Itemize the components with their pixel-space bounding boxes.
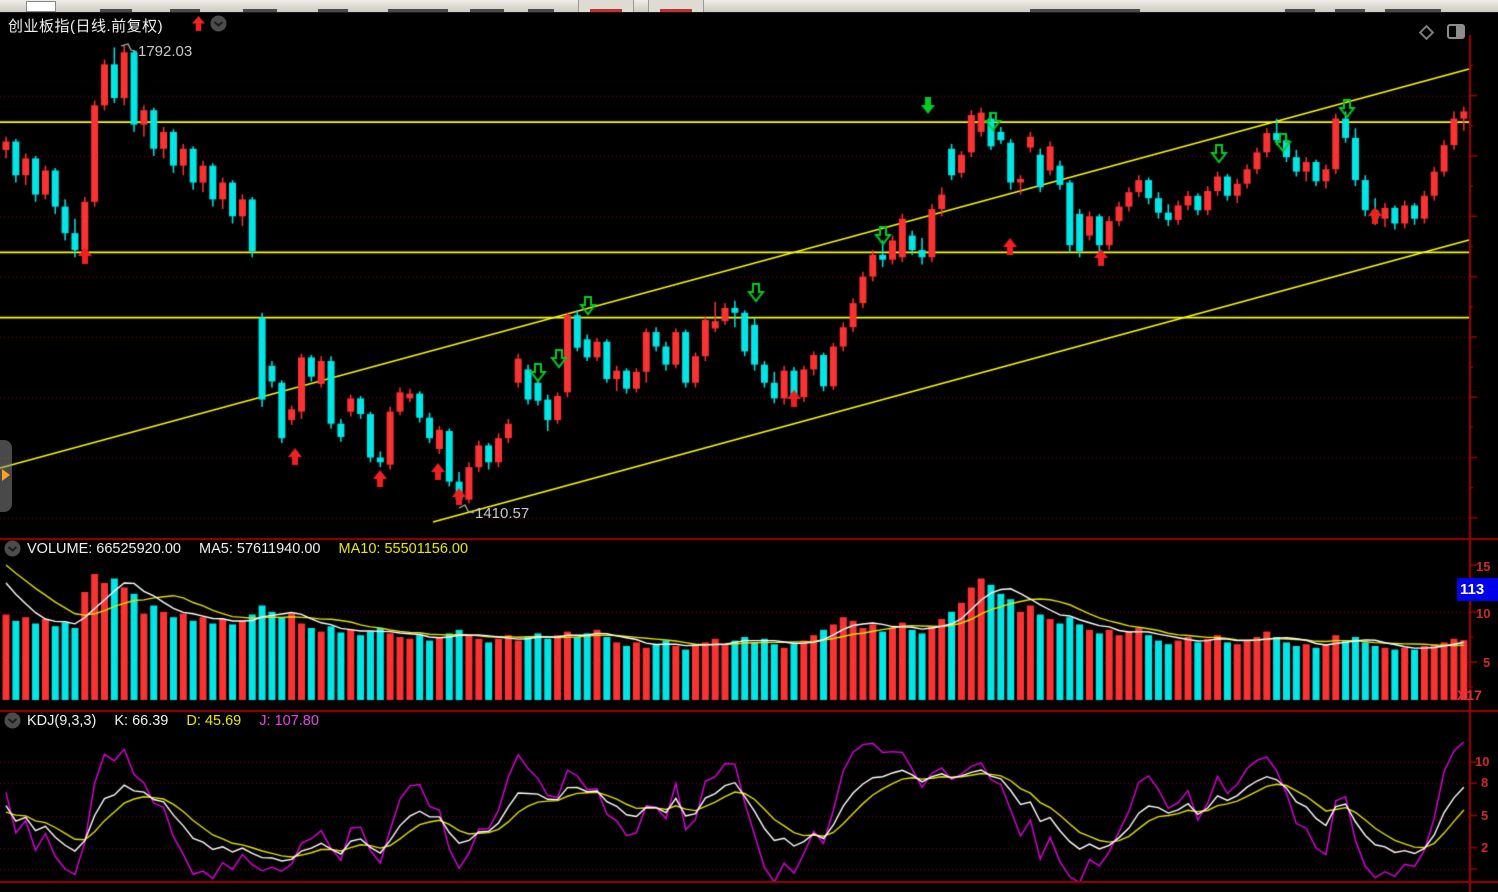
axis-value-badge: 113 — [1457, 578, 1498, 601]
collapse-chart-icon[interactable] — [210, 15, 227, 37]
volume-axis-tick-label: 10 — [1476, 606, 1491, 621]
kdj-d-value: 45.69 — [204, 713, 242, 729]
kdj-d-label: D: — [186, 713, 201, 729]
kdj-axis-tick-label: 2 — [1481, 840, 1489, 855]
kdj-axis-tick-label: 8 — [1481, 775, 1489, 790]
layout-panel-icon-fill — [1456, 26, 1463, 37]
volume-axis-unit: X17 — [1457, 687, 1482, 703]
kdj-j-value: 107.80 — [274, 713, 319, 729]
kdj-axis-tick-label: 10 — [1475, 754, 1490, 769]
kdj-k-value: 66.39 — [132, 713, 169, 729]
kdj-j-label: J: — [259, 713, 271, 729]
volume-ma5-value: 57611940.00 — [236, 541, 321, 557]
volume-value: 66525920.00 — [96, 541, 181, 557]
high-price-annotation: 1792.03 — [138, 43, 193, 60]
volume-header-row: VOLUME: 66525920.00 MA5: 57611940.00 MA1… — [0, 540, 1460, 558]
kdj-k-label: K: — [114, 713, 129, 729]
kdj-header-row: KDJ(9,3,3) K: 66.39 D: 45.69 J: 107.80 — [0, 712, 1460, 730]
collapse-volume-icon[interactable] — [4, 540, 21, 561]
kdj-axis-tick-label: 5 — [1481, 808, 1489, 823]
low-price-annotation: 1410.57 — [475, 505, 530, 522]
volume-ma10-value: 55501156.00 — [384, 541, 469, 557]
volume-axis-tick-label: 5 — [1483, 655, 1491, 670]
expand-triangle-icon — [2, 469, 10, 481]
volume-ma10-label: MA10: — [338, 541, 381, 557]
collapse-kdj-icon[interactable] — [4, 712, 21, 733]
layout-panel-icon[interactable] — [1447, 24, 1465, 39]
up-arrow-icon — [192, 16, 205, 36]
sidebar-expand-handle[interactable] — [0, 440, 12, 512]
volume-axis-tick-label: 15 — [1476, 559, 1491, 574]
volume-label: VOLUME: — [27, 541, 93, 557]
kdj-label: KDJ(9,3,3) — [27, 713, 97, 729]
chart-title: 创业板指(日线.前复权) — [8, 18, 164, 35]
volume-ma5-label: MA5: — [199, 541, 233, 557]
